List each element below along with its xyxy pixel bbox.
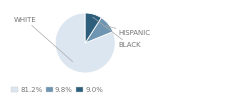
Text: WHITE: WHITE [14,17,73,62]
Text: HISPANIC: HISPANIC [106,26,151,36]
Wedge shape [85,13,101,43]
Wedge shape [55,13,115,73]
Wedge shape [85,18,113,43]
Legend: 81.2%, 9.8%, 9.0%: 81.2%, 9.8%, 9.0% [8,84,106,95]
Text: BLACK: BLACK [93,17,141,48]
